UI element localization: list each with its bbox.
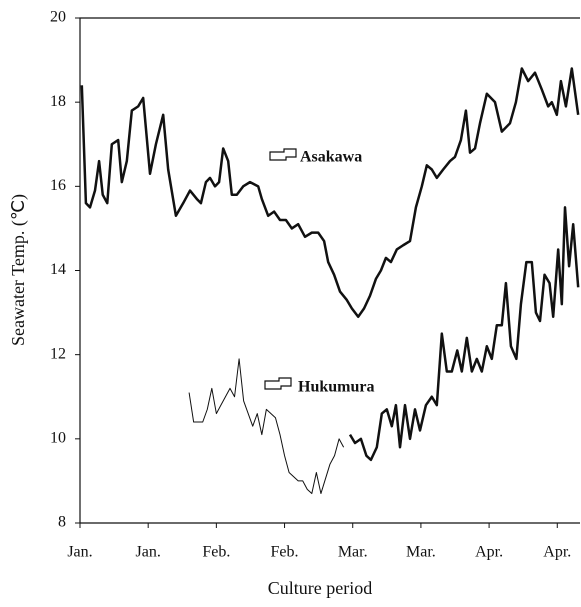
series-annotation: Asakawa bbox=[300, 149, 362, 166]
x-tick-label: Jan. bbox=[67, 544, 92, 561]
axis-frame bbox=[79, 17, 580, 524]
y-tick-label: 18 bbox=[50, 93, 66, 110]
x-tick-label: Feb. bbox=[271, 544, 299, 561]
x-tick-label: Feb. bbox=[202, 544, 230, 561]
hand-icon bbox=[264, 148, 297, 390]
y-tick-label: 20 bbox=[50, 9, 66, 26]
line bbox=[188, 358, 345, 495]
x-tick-label: Apr. bbox=[543, 544, 571, 561]
x-axis-label: Culture period bbox=[268, 578, 372, 598]
y-tick-label: 8 bbox=[58, 514, 66, 531]
x-tick-label: Apr. bbox=[475, 544, 503, 561]
y-tick-label: 16 bbox=[50, 177, 66, 194]
line bbox=[348, 206, 580, 462]
x-tick-label: Mar. bbox=[406, 544, 436, 561]
x-tick-label: Jan. bbox=[136, 544, 161, 561]
y-tick-label: 14 bbox=[50, 261, 66, 278]
series-annotation: Hukumura bbox=[298, 379, 374, 396]
line bbox=[80, 67, 580, 319]
y-axis-label: Seawater Temp. (℃) bbox=[8, 194, 29, 346]
x-tick-label: Mar. bbox=[338, 544, 368, 561]
y-tick-label: 10 bbox=[50, 430, 66, 447]
y-tick-label: 12 bbox=[50, 345, 66, 362]
